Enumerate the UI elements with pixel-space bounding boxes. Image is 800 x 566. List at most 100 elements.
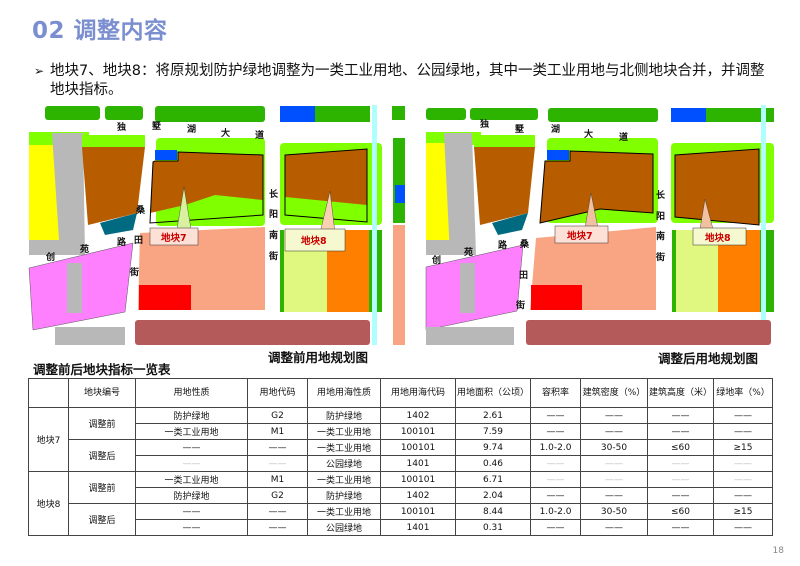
table-cell: —— [713,471,773,488]
table-cell: —— [530,471,581,488]
road-label: 独 [479,118,489,130]
table-cell: —— [713,423,773,440]
table-cell: 防护绿地 [135,407,248,424]
plot7-label: 地块7 [161,232,187,244]
road-label: 路 [498,239,508,251]
table-row: 防护绿地 G2 防护绿地 1402 2.04 —— —— —— —— [29,487,773,504]
road-label: 街 [268,250,278,262]
table-cell: —— [647,471,714,488]
plot7-callout [554,225,609,244]
table-cell: —— [135,455,248,472]
table-row: 调整后 —— —— 一类工业用地 100101 8.44 1.0-2.0 30-50 ≤60 ≥1… [29,503,773,536]
column-header: 绿地率（%） [713,378,773,408]
table-cell: —— [580,471,648,488]
table-cell: —— [580,487,648,504]
road-label: 长 [269,188,279,200]
plot7-label: 地块7 [567,230,593,242]
column-header: 用地性质 [135,378,248,408]
table-cell: 6.71 [455,471,531,488]
table-cell: 1401 [380,519,456,536]
table-cell: 公园绿地 [307,519,381,536]
plot8-callout [692,227,747,246]
column-header [28,378,69,408]
table-row: 地块8 调整前 一类工业用地 M1 一类工业用地 100101 6.71 —— —— —— —— [28,471,773,536]
table-cell: 一类工业用地 [307,503,381,520]
before-map-caption: 调整前用地规划图 [268,350,369,365]
table-cell: —— [713,407,773,424]
table-cell: 0.46 [455,455,531,472]
table-cell: —— [580,423,648,440]
road-label: 大 [221,127,230,139]
road-label: 桑 [519,239,530,250]
table-cell: 1402 [380,407,456,424]
table-cell: —— [530,407,581,424]
table-cell: —— [713,487,773,504]
table-cell: M1 [247,423,308,440]
table-cell: G2 [247,487,308,504]
table-cell: —— [530,455,581,472]
road-label: 桑 [135,205,146,216]
road-label: 南 [269,229,278,241]
table-cell: —— [713,455,773,472]
page-number: 18 [772,546,784,556]
road-label: 田 [134,235,143,246]
plot-cell: 地块7 [28,407,69,472]
table-row: 调整后 —— —— 一类工业用地 100101 9.74 1.0-2.0 30-50 ≤60 ≥1… [29,439,773,472]
road-label: 苑 [464,246,473,258]
table-cell: G2 [247,407,308,424]
road-label: 苑 [80,243,89,255]
road-label: 田 [519,270,528,281]
table-cell: —— [647,407,714,424]
column-header: 建筑高度（米） [647,378,714,408]
plot8-label: 地块8 [301,235,327,247]
table-cell: —— [247,455,308,472]
table-cell: —— [580,407,648,424]
table-cell: —— [647,519,714,536]
table-body: 地块7 调整前 防护绿地 G2 防护绿地 1402 2.61 —— —— —— —— 一类工业用地 M1… [28,407,773,536]
road-label: 创 [45,251,55,263]
table-caption: 调整前后地块指标一览表 [33,362,171,377]
road-label: 阳 [269,209,278,220]
before-land-use-map: 独 墅 湖 大 道 长 阳 南 街 桑 田 街 创 苑 路 地块7 地块8 [25,105,405,345]
table-cell: —— [530,487,581,504]
table-cell: 1.0-2.0 [530,503,581,520]
table-cell: 一类工业用地 [307,439,381,456]
road-label: 独 [116,121,126,133]
table-cell: M1 [247,471,308,488]
road-label: 街 [515,299,525,311]
table-header-row: 地块编号 用地性质 用地代码 用地用海性质 用地用海代码 用地面积（公顷） 容积率 建筑密度（… [28,378,773,408]
table-cell: 100101 [380,423,456,440]
after-land-use-map: 独 墅 湖 大 道 长 阳 南 街 桑 田 街 创 苑 路 地块7 地块8 [420,105,800,345]
table-cell: —— [247,503,308,520]
table-cell: 100101 [380,471,456,488]
phase-cell: 调整后 [68,439,136,472]
table-cell: ≤60 [647,439,714,456]
road-label: 长 [656,189,666,201]
road-label: 墅 [515,124,524,135]
road-label: 街 [129,266,139,278]
table-cell: —— [580,519,648,536]
indicator-table: 地块编号 用地性质 用地代码 用地用海性质 用地用海代码 用地面积（公顷） 容积率 建筑密度（… [28,378,773,536]
table-cell: —— [647,455,714,472]
column-header: 用地代码 [247,378,308,408]
table-cell: —— [647,423,714,440]
after-map-caption: 调整后用地规划图 [658,351,759,366]
road-label: 墅 [152,121,161,132]
road-label: 阳 [656,211,665,222]
arrow-bullet-icon: ➢ [34,64,45,78]
table-cell: 1402 [380,487,456,504]
phase-cell: 调整后 [68,503,136,536]
table-cell: —— [647,487,714,504]
table-row: —— —— 公园绿地 1401 0.31 —— —— —— —— [29,519,773,536]
table-cell: 30-50 [580,503,648,520]
table-cell: 100101 [380,439,456,456]
plot-cell: 地块8 [28,471,69,536]
table-row: —— —— 公园绿地 1401 0.46 —— —— —— —— [29,455,773,472]
page-title: 02 调整内容 [32,18,168,44]
table-row: 地块7 调整前 防护绿地 G2 防护绿地 1402 2.61 —— —— —— —— [28,407,773,472]
table-cell: 一类工业用地 [307,423,381,440]
table-cell: 2.04 [455,487,531,504]
column-header: 用地用海代码 [380,378,456,408]
phase-cell: 调整前 [68,407,136,440]
table-cell: 0.31 [455,519,531,536]
